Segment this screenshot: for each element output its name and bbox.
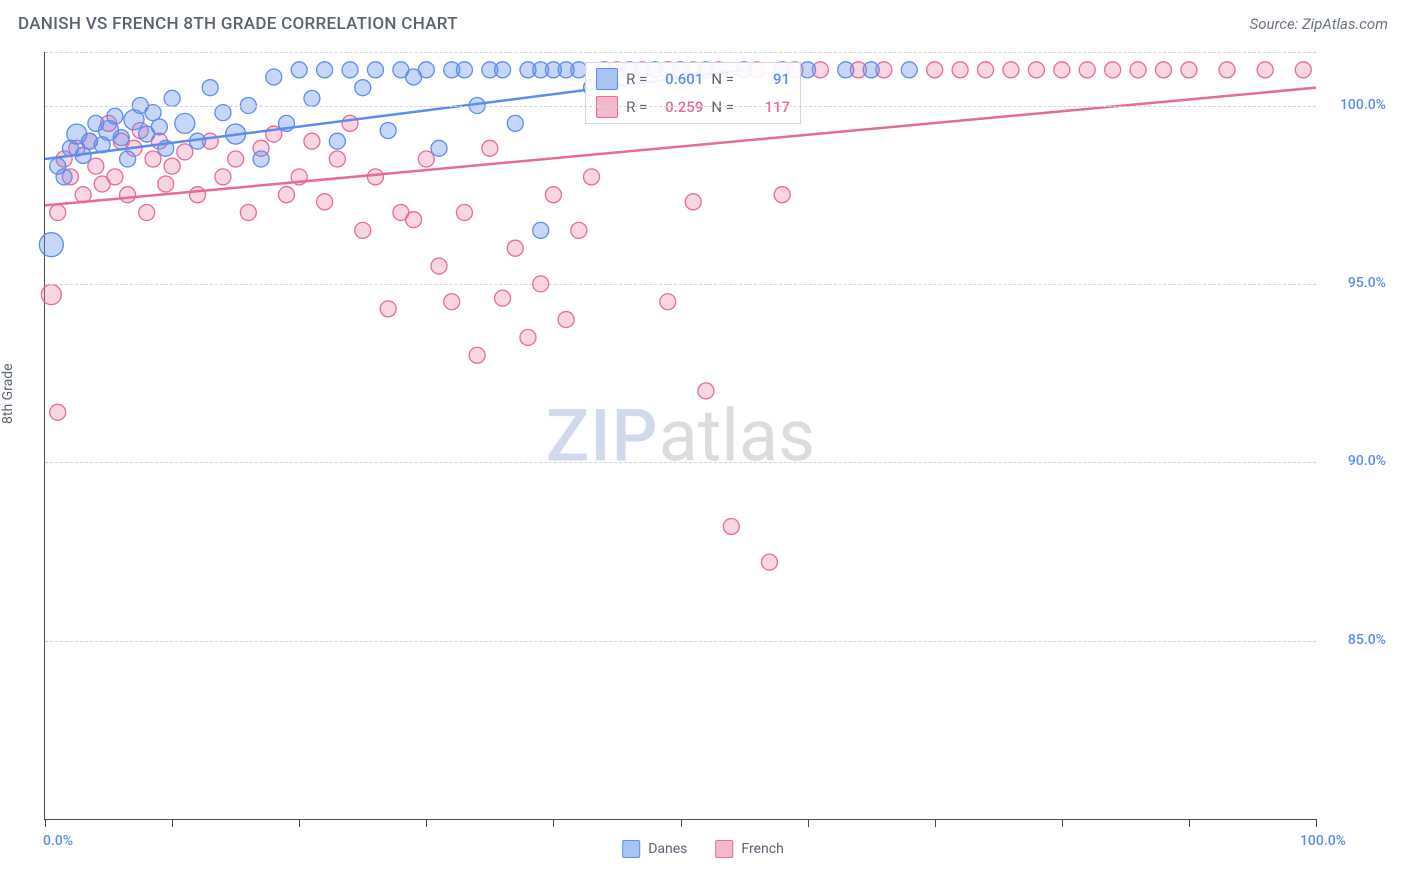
danes-legend-swatch-icon [622, 840, 640, 858]
x-max-label: 100.0% [1300, 833, 1346, 849]
gridline [45, 106, 1316, 107]
x-tick [935, 819, 936, 827]
x-tick [808, 819, 809, 827]
chart-source: Source: ZipAtlas.com [1250, 15, 1388, 33]
french-swatch-icon [596, 96, 618, 118]
legend-bottom: Danes French [622, 840, 784, 858]
legend-label-french: French [741, 841, 783, 857]
x-tick [1189, 819, 1190, 827]
y-tick-label: 95.0% [1348, 275, 1386, 291]
legend-item-french: French [715, 840, 783, 858]
danes-r-value: 0.601 [655, 70, 703, 88]
stats-row-french: R = 0.259 N = 117 [586, 93, 800, 121]
n-label: N = [711, 98, 734, 116]
x-tick [172, 819, 173, 827]
x-tick [426, 819, 427, 827]
french-n-value: 117 [742, 98, 790, 116]
x-min-label: 0.0% [43, 833, 73, 849]
x-tick [299, 819, 300, 827]
x-tick [1316, 819, 1317, 827]
r-label: R = [626, 70, 647, 88]
gridline [45, 284, 1316, 285]
gridline [45, 462, 1316, 463]
scatter-svg [45, 52, 1316, 819]
chart-header: DANISH VS FRENCH 8TH GRADE CORRELATION C… [18, 14, 1388, 34]
chart-title: DANISH VS FRENCH 8TH GRADE CORRELATION C… [18, 14, 458, 34]
x-tick [45, 819, 46, 827]
x-tick [553, 819, 554, 827]
french-r-value: 0.259 [655, 98, 703, 116]
y-tick-label: 100.0% [1340, 97, 1386, 113]
x-tick [681, 819, 682, 827]
stats-row-danes: R = 0.601 N = 91 [586, 65, 800, 93]
gridline [45, 52, 1316, 53]
gridline [45, 641, 1316, 642]
n-label: N = [711, 70, 734, 88]
legend-item-danes: Danes [622, 840, 687, 858]
chart-plot-area: ZIPatlas R = 0.601 N = 91 R = 0.259 N = … [44, 52, 1316, 820]
r-label: R = [626, 98, 647, 116]
legend-label-danes: Danes [648, 841, 687, 857]
correlation-stats-box: R = 0.601 N = 91 R = 0.259 N = 117 [585, 62, 801, 124]
danes-swatch-icon [596, 68, 618, 90]
french-legend-swatch-icon [715, 840, 733, 858]
x-tick [1062, 819, 1063, 827]
y-tick-label: 90.0% [1348, 453, 1386, 469]
y-axis-label: 8th Grade [0, 363, 16, 424]
y-tick-label: 85.0% [1348, 632, 1386, 648]
danes-n-value: 91 [742, 70, 790, 88]
